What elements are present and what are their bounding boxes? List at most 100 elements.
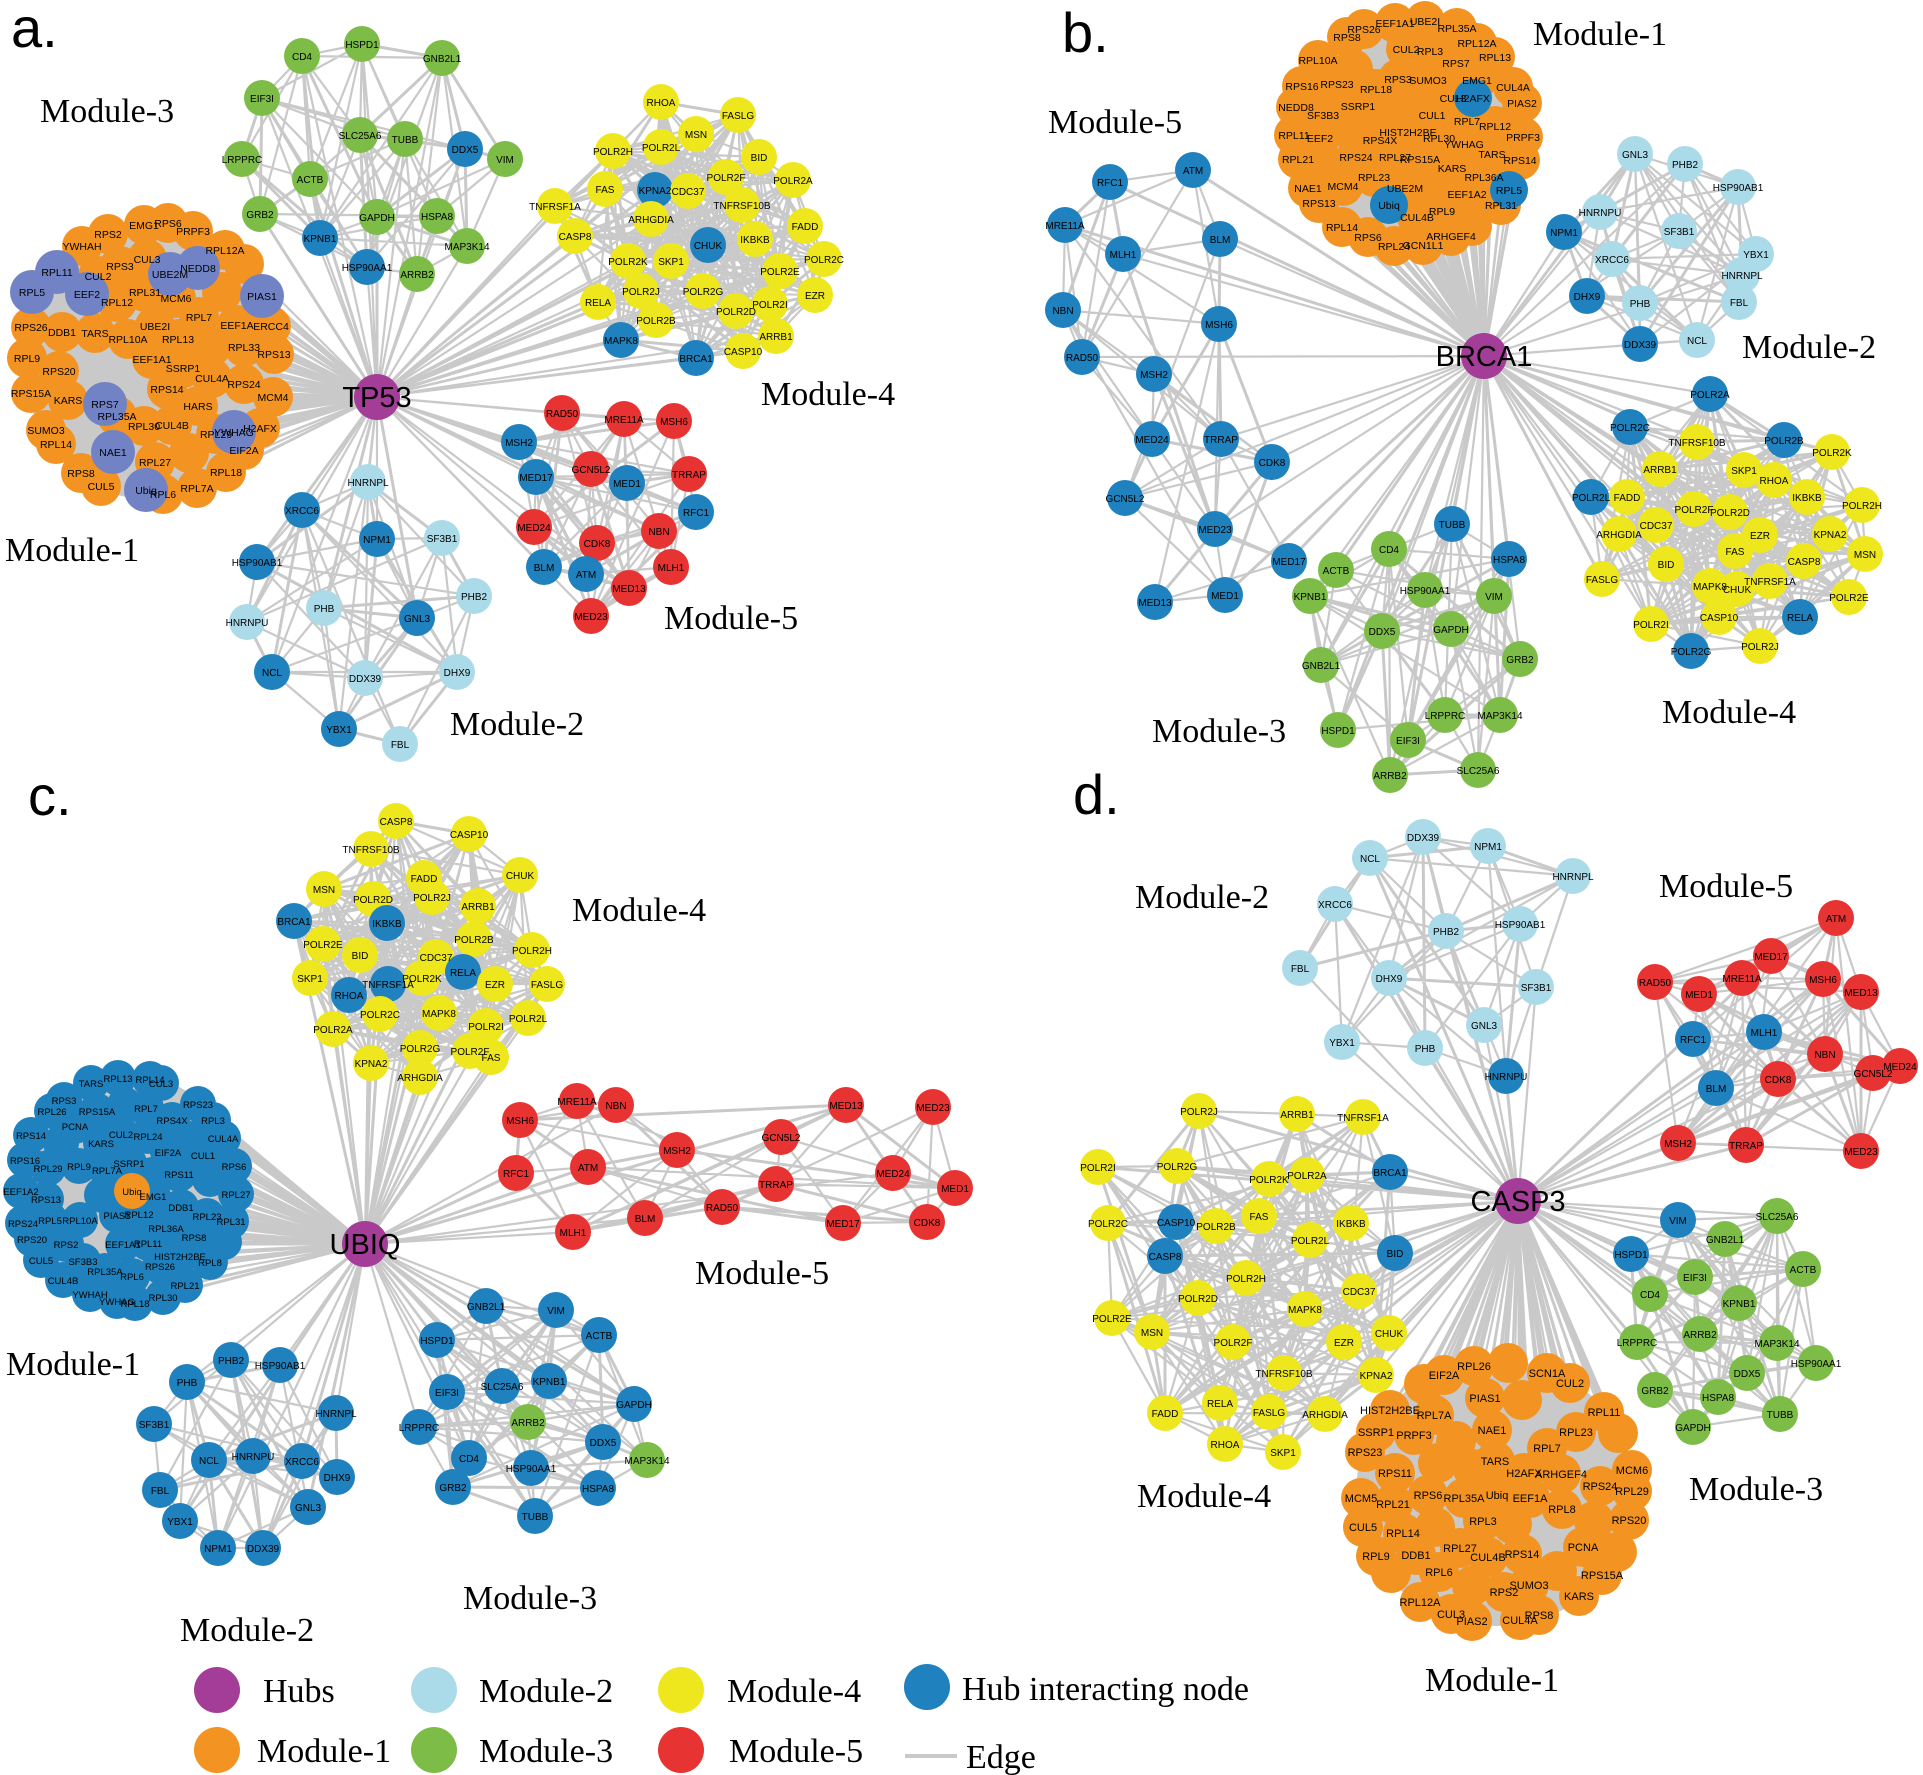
svg-text:RPL3: RPL3 (201, 1116, 225, 1127)
svg-text:GRB2: GRB2 (1641, 1386, 1669, 1397)
svg-text:EIF3I: EIF3I (1396, 736, 1420, 747)
svg-text:H2AFX: H2AFX (1506, 1468, 1542, 1480)
svg-text:POLR2H: POLR2H (1842, 501, 1882, 512)
svg-text:RPS23: RPS23 (1348, 1447, 1383, 1459)
svg-text:RPS13: RPS13 (1302, 198, 1335, 210)
svg-text:Ubiq: Ubiq (1378, 200, 1400, 212)
svg-text:RPL29: RPL29 (1615, 1486, 1649, 1498)
svg-text:SCN1A: SCN1A (1529, 1368, 1566, 1380)
svg-text:TUBB: TUBB (1439, 520, 1466, 531)
svg-text:SF3B1: SF3B1 (427, 534, 458, 545)
svg-text:HSPA8: HSPA8 (582, 1484, 614, 1495)
svg-text:MCM4: MCM4 (1328, 181, 1359, 193)
svg-text:NEDD8: NEDD8 (180, 263, 216, 275)
svg-text:CASP10: CASP10 (450, 830, 489, 841)
svg-text:MED13: MED13 (829, 1101, 863, 1112)
svg-text:TRRAP: TRRAP (672, 470, 706, 481)
svg-text:RFC1: RFC1 (1097, 178, 1124, 189)
svg-text:GNB2L1: GNB2L1 (1302, 661, 1341, 672)
svg-text:RPS26: RPS26 (14, 322, 47, 334)
svg-text:CDK8: CDK8 (914, 1218, 941, 1229)
svg-text:RPL12: RPL12 (124, 1210, 153, 1221)
svg-text:EEF1A1: EEF1A1 (1375, 18, 1414, 30)
svg-text:CDC37: CDC37 (1640, 521, 1673, 532)
svg-text:HIST2H2BE: HIST2H2BE (154, 1252, 206, 1263)
svg-text:CUL4B: CUL4B (155, 420, 189, 432)
svg-text:RPL36A: RPL36A (148, 1224, 184, 1235)
svg-text:CASP8: CASP8 (1149, 1252, 1182, 1263)
svg-text:MSH2: MSH2 (1140, 370, 1168, 381)
svg-text:POLR2D: POLR2D (1178, 1294, 1218, 1305)
svg-text:PIAS2: PIAS2 (1456, 1616, 1487, 1628)
svg-text:RPL35A: RPL35A (1437, 23, 1476, 35)
svg-text:IKBKB: IKBKB (740, 235, 770, 246)
svg-text:POLR2I: POLR2I (752, 300, 788, 311)
svg-text:BID: BID (352, 951, 369, 962)
svg-text:ACTB: ACTB (1790, 1265, 1817, 1276)
svg-text:EZR: EZR (485, 980, 505, 991)
svg-text:RPL13: RPL13 (1479, 52, 1511, 64)
svg-text:RPL11: RPL11 (41, 267, 72, 279)
svg-text:FAS: FAS (482, 1053, 501, 1064)
svg-text:RELA: RELA (450, 968, 476, 979)
svg-text:DDX5: DDX5 (590, 1438, 617, 1449)
svg-text:RPL12A: RPL12A (1400, 1597, 1442, 1609)
svg-text:POLR2G: POLR2G (683, 287, 724, 298)
svg-text:PHB: PHB (314, 604, 335, 615)
svg-text:YWHAG: YWHAG (99, 1297, 135, 1308)
svg-text:SF3B1: SF3B1 (1521, 983, 1552, 994)
svg-text:RPS24: RPS24 (227, 379, 260, 391)
svg-text:RPS13: RPS13 (257, 349, 290, 361)
svg-text:RPL21: RPL21 (170, 1281, 199, 1292)
svg-text:EZR: EZR (1334, 1338, 1354, 1349)
svg-text:RPL29: RPL29 (200, 429, 232, 441)
svg-text:RPL23: RPL23 (192, 1212, 221, 1223)
svg-text:CDK8: CDK8 (1765, 1075, 1792, 1086)
svg-text:FBL: FBL (151, 1486, 170, 1497)
svg-text:RPL31: RPL31 (1485, 200, 1517, 212)
svg-text:RPL27: RPL27 (221, 1190, 250, 1201)
svg-text:MAPK8: MAPK8 (604, 336, 638, 347)
svg-text:RPL7: RPL7 (134, 1104, 158, 1115)
svg-text:MED24: MED24 (517, 523, 551, 534)
svg-text:TNFRSF1A: TNFRSF1A (1337, 1113, 1389, 1124)
svg-text:RAD50: RAD50 (706, 1203, 739, 1214)
svg-text:FBL: FBL (391, 740, 410, 751)
svg-text:CD4: CD4 (1640, 1290, 1660, 1301)
svg-text:RPL7: RPL7 (1454, 116, 1480, 128)
svg-text:VIM: VIM (1485, 592, 1503, 603)
svg-text:CUL5: CUL5 (29, 1256, 53, 1267)
svg-text:RPS11: RPS11 (1378, 1468, 1412, 1480)
svg-text:PIAS2: PIAS2 (1507, 98, 1537, 110)
svg-text:UBE2M: UBE2M (152, 269, 188, 281)
svg-text:ARRB2: ARRB2 (400, 270, 434, 281)
svg-text:BLM: BLM (635, 1214, 656, 1225)
svg-text:RPL8: RPL8 (198, 1258, 222, 1269)
svg-text:HSP90AA1: HSP90AA1 (506, 1464, 557, 1475)
svg-text:RPL21: RPL21 (1376, 1499, 1410, 1511)
svg-text:RPL9: RPL9 (1362, 1551, 1390, 1563)
svg-text:MED1: MED1 (1211, 591, 1239, 602)
svg-text:FAS: FAS (1250, 1212, 1269, 1223)
svg-text:POLR2K: POLR2K (1812, 448, 1852, 459)
svg-text:HSP90AA1: HSP90AA1 (342, 263, 393, 274)
svg-text:RPS8: RPS8 (182, 1233, 207, 1244)
svg-text:XRCC6: XRCC6 (1595, 255, 1629, 266)
svg-text:HNRNPL: HNRNPL (315, 1409, 357, 1420)
svg-text:Module-1: Module-1 (5, 532, 139, 569)
svg-text:GCN5L2: GCN5L2 (762, 1133, 801, 1144)
svg-text:MAPK8: MAPK8 (1693, 582, 1727, 593)
svg-text:RPS23: RPS23 (183, 1100, 213, 1111)
svg-text:MRE11A: MRE11A (604, 415, 644, 426)
svg-text:MAP3K14: MAP3K14 (444, 242, 489, 253)
svg-text:KARS: KARS (54, 395, 83, 407)
svg-text:RPL10A: RPL10A (1298, 55, 1337, 67)
svg-text:ARHGDIA: ARHGDIA (1596, 530, 1642, 541)
svg-text:RPS11: RPS11 (164, 1170, 193, 1181)
svg-text:TRRAP: TRRAP (759, 1180, 793, 1191)
svg-text:CUL4B: CUL4B (1400, 212, 1434, 224)
svg-text:NCL: NCL (262, 668, 282, 679)
svg-text:KPNA2: KPNA2 (355, 1059, 388, 1070)
svg-text:c.: c. (28, 764, 72, 827)
svg-text:RPS20: RPS20 (17, 1235, 47, 1246)
